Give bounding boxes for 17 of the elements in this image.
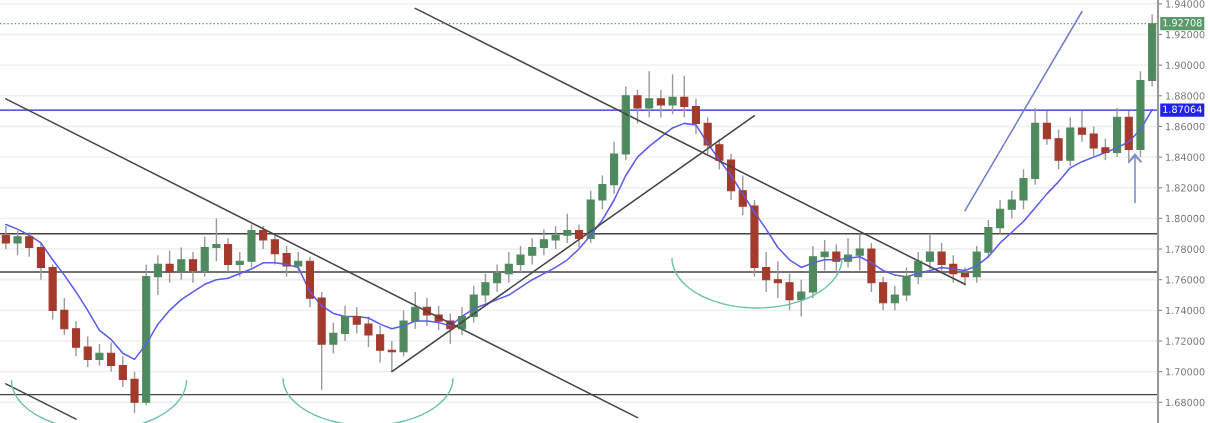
y-tick-label: 1.84000: [1166, 153, 1205, 161]
y-tick-label: 1.78000: [1166, 245, 1205, 253]
y-tick-label: 1.68000: [1166, 398, 1205, 407]
y-tick-label: 1.92000: [1166, 30, 1205, 39]
y-tick-label: 1.72000: [1166, 337, 1205, 345]
y-tick-label: 1.94000: [1166, 0, 1205, 8]
y-tick-label: 1.86000: [1166, 122, 1205, 131]
ref-line-label: 1.92708: [1163, 19, 1202, 27]
y-tick-label: 1.74000: [1166, 306, 1205, 315]
y-tick-label: 1.82000: [1166, 184, 1205, 192]
y-tick-label: 1.76000: [1166, 276, 1205, 284]
y-tick-label: 1.80000: [1166, 214, 1205, 223]
ref-line-label: 1.87064: [1163, 105, 1202, 113]
y-tick-label: 1.90000: [1166, 61, 1205, 69]
line-series: [5, 108, 1153, 361]
y-tick-label: 1.88000: [1166, 92, 1205, 100]
y-tick-label: 1.70000: [1166, 368, 1205, 376]
